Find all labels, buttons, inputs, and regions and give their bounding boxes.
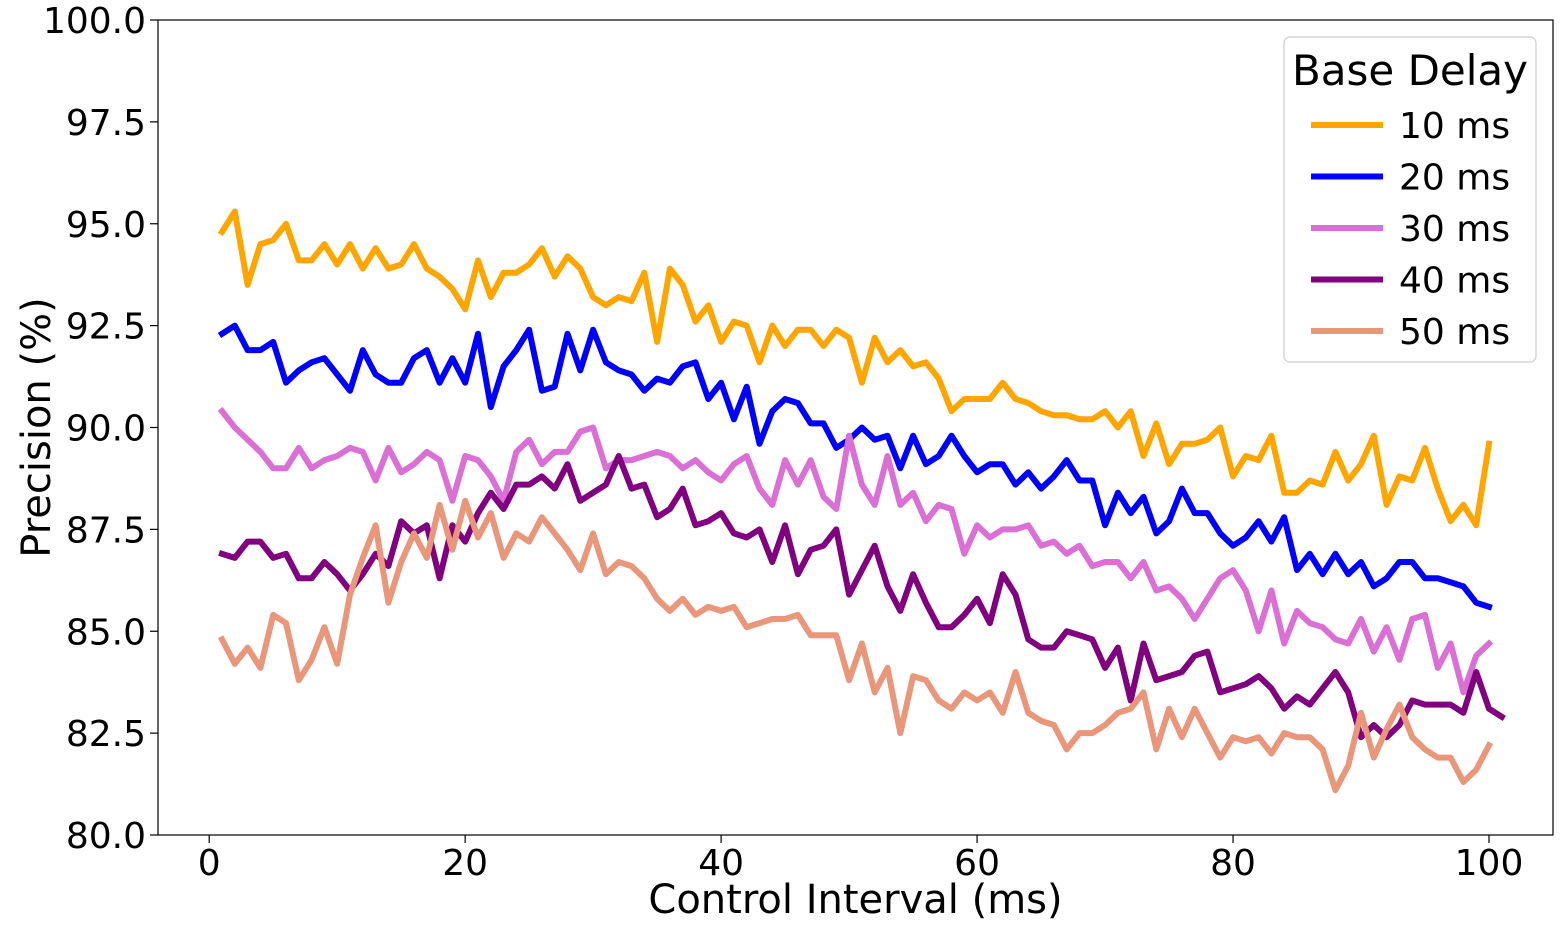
y-tick-label: 90.0 bbox=[66, 409, 146, 450]
legend: Base Delay 10 ms 20 ms 30 ms 40 ms 50 ms bbox=[1283, 36, 1537, 363]
x-axis-title: Control Interval (ms) bbox=[648, 877, 1062, 923]
legend-label: 20 ms bbox=[1399, 158, 1510, 199]
y-tick-label: 80.0 bbox=[66, 816, 146, 857]
legend-label: 10 ms bbox=[1399, 106, 1510, 147]
x-tick-label: 0 bbox=[198, 843, 221, 884]
y-tick-label: 87.5 bbox=[66, 510, 146, 551]
y-tick-label: 85.0 bbox=[66, 612, 146, 653]
y-axis-title: Precision (%) bbox=[14, 297, 60, 557]
y-tick-label: 97.5 bbox=[66, 103, 146, 144]
series-line-5 bbox=[217, 497, 1494, 794]
legend-label: 30 ms bbox=[1399, 209, 1510, 250]
x-tick-label: 20 bbox=[442, 843, 488, 884]
x-tick-label: 40 bbox=[698, 843, 744, 884]
legend-label: 40 ms bbox=[1399, 261, 1510, 302]
legend-label: 50 ms bbox=[1399, 312, 1510, 353]
x-tick-label: 60 bbox=[954, 843, 1000, 884]
x-tick-label: 80 bbox=[1210, 843, 1256, 884]
y-tick-label: 95.0 bbox=[66, 205, 146, 246]
series-line-4 bbox=[218, 453, 1506, 741]
series-layer bbox=[217, 208, 1506, 794]
legend-title: Base Delay bbox=[1292, 46, 1528, 95]
legend-items: 10 ms 20 ms 30 ms 40 ms 50 ms bbox=[1311, 106, 1510, 353]
series-line-1 bbox=[217, 208, 1493, 529]
series-line-3 bbox=[217, 406, 1494, 696]
y-tick-label: 92.5 bbox=[66, 307, 146, 348]
y-axis: 80.0 82.5 85.0 87.5 90.0 92.5 95.0 97.5 100.0 bbox=[43, 1, 158, 857]
y-tick-label: 82.5 bbox=[66, 714, 146, 755]
x-axis: 0 20 40 60 80 100 bbox=[198, 835, 1524, 884]
series-line-2 bbox=[217, 322, 1493, 611]
x-tick-label: 100 bbox=[1455, 843, 1524, 884]
y-tick-label: 100.0 bbox=[43, 1, 146, 42]
